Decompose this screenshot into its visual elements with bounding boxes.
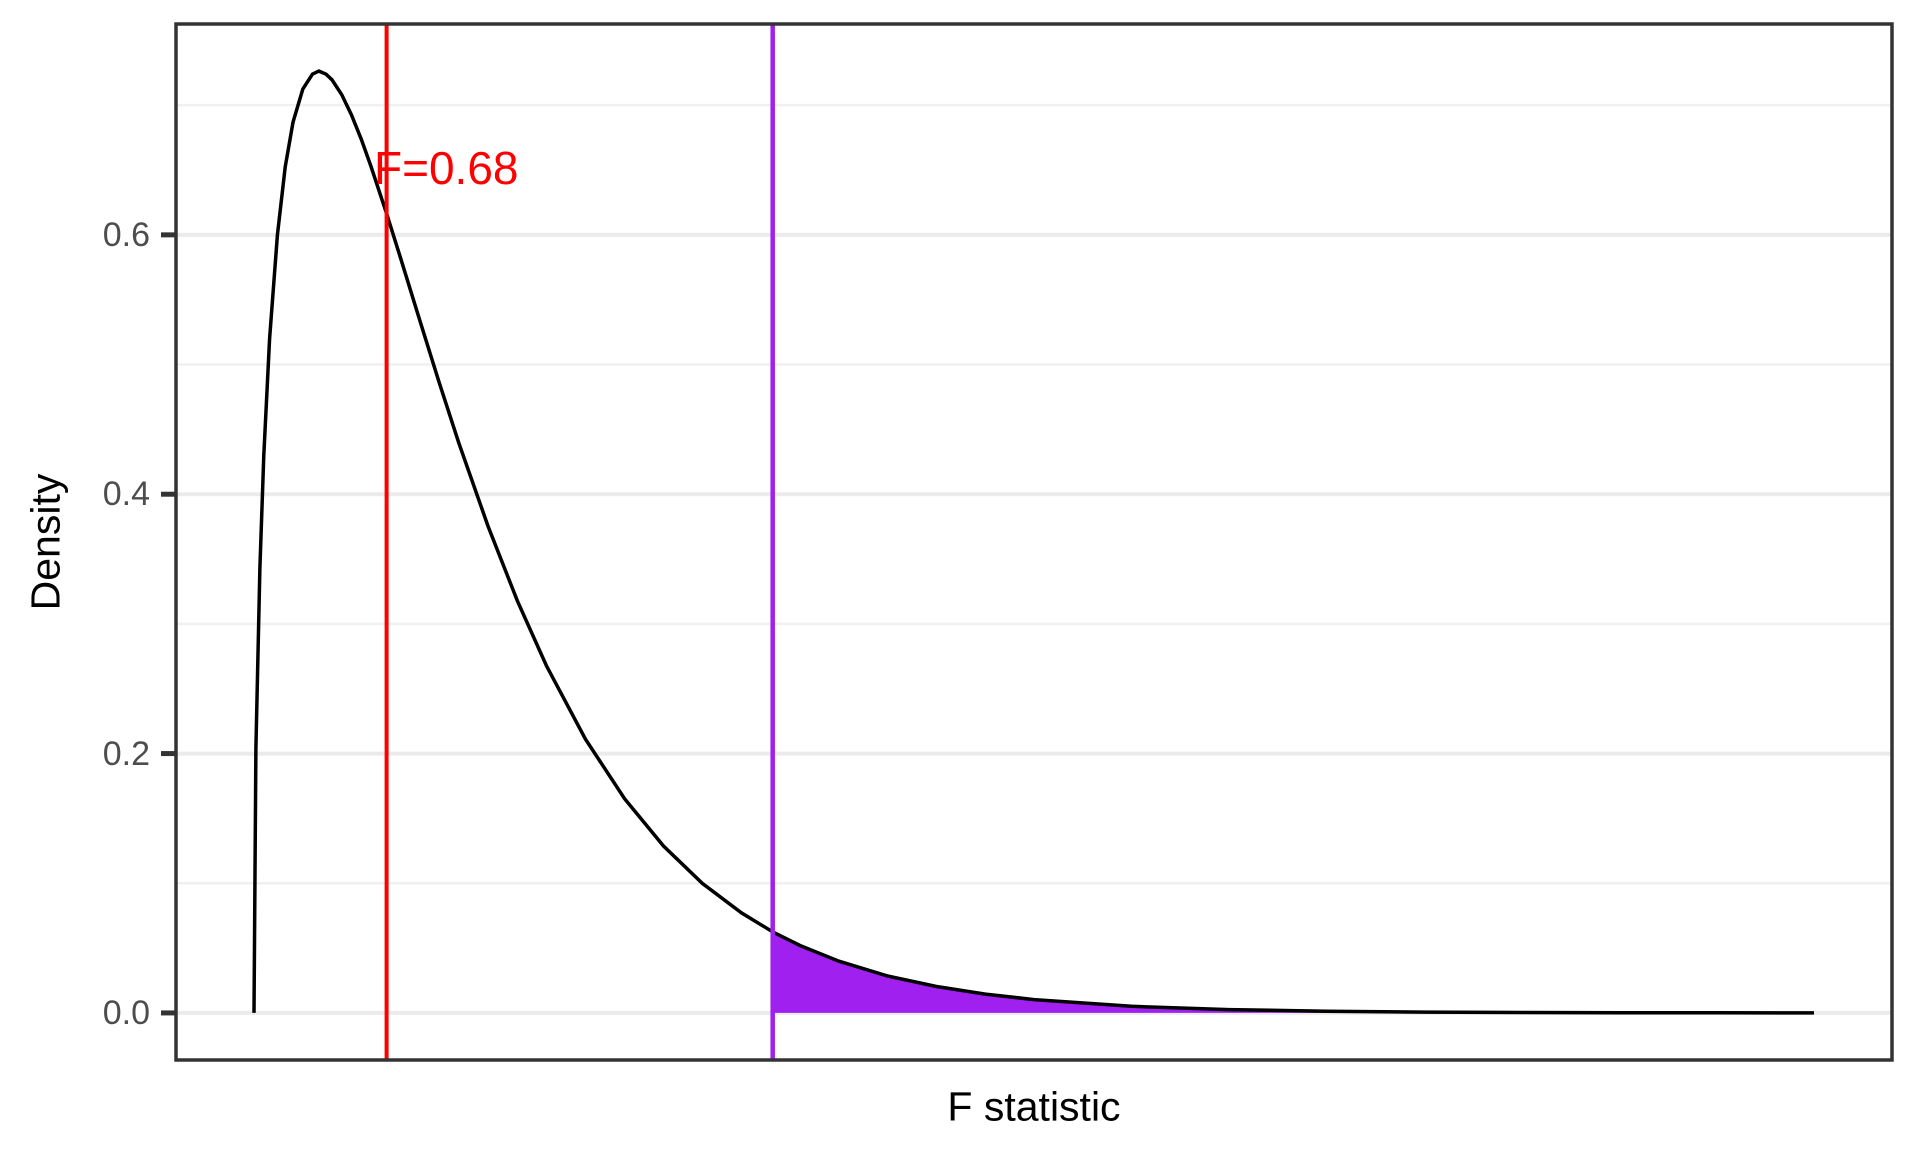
y-axis-title: Density bbox=[22, 473, 69, 611]
density-curve bbox=[252, 69, 1815, 1015]
y-tick-label-0-0: 0.0 bbox=[102, 994, 150, 1032]
y-tick-label-0-6: 0.6 bbox=[102, 216, 150, 254]
observed-f-annotation: F=0.68 bbox=[374, 142, 519, 194]
y-tick-label-0-2: 0.2 bbox=[102, 735, 150, 773]
y-tick-label-0-4: 0.4 bbox=[102, 475, 150, 513]
rejection-region-fill bbox=[772, 931, 1815, 1013]
x-axis-title: F statistic bbox=[947, 1083, 1121, 1130]
panel-background bbox=[176, 24, 1892, 1060]
panel-border bbox=[174, 22, 1894, 1062]
